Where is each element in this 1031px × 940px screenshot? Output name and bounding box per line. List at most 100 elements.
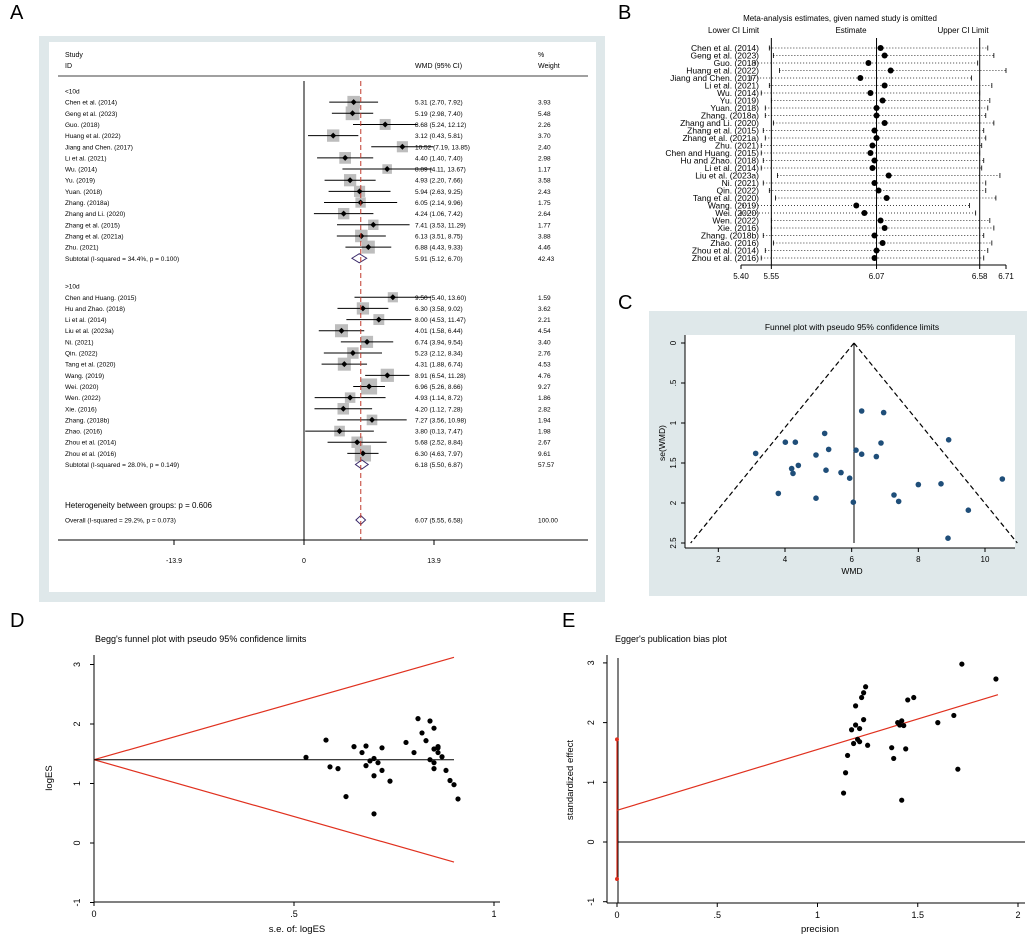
forest-point-estimate <box>342 154 349 161</box>
sensitivity-study-label: Zhang. (2018a) <box>701 111 759 121</box>
forest-ci-text: 4.24 (1.06, 7.42) <box>415 211 463 218</box>
begg-y-tick-label: -1 <box>72 898 82 906</box>
funnel-c-point <box>858 451 865 458</box>
sensitivity-point <box>881 120 888 126</box>
begg-point <box>343 793 349 800</box>
forest-weight-text: 2.21 <box>538 317 551 324</box>
forest-point-estimate <box>347 394 354 401</box>
funnel-c-point <box>813 452 819 458</box>
panel-a-plot-area <box>49 42 596 592</box>
forest-study-label: Zhao. (2016) <box>65 429 102 436</box>
forest-study-label: Yuan. (2018) <box>65 189 102 196</box>
begg-point <box>371 811 377 817</box>
sensitivity-point <box>881 52 888 59</box>
forest-study-label: Zhou et al. (2016) <box>65 451 116 458</box>
begg-point <box>435 745 441 751</box>
panel-letter-b: B <box>618 2 632 24</box>
sensitivity-study-label: Ni. (2021) <box>722 178 759 188</box>
begg-point <box>403 739 409 746</box>
forest-point-estimate <box>338 327 345 334</box>
begg-point <box>411 749 417 756</box>
forest-ci-text: 8.00 (4.53, 11.47) <box>415 317 466 324</box>
begg-x-tick-label: 1 <box>491 909 496 919</box>
forest-subtotal-diamond <box>350 253 368 264</box>
forest-study-label: Zhang. (2018a) <box>65 200 109 207</box>
forest-overall-weight: 100.00 <box>538 518 558 525</box>
egger-point <box>840 790 847 796</box>
egger-intercept-ci-low <box>615 877 619 882</box>
forest-point-estimate <box>359 305 366 312</box>
begg-point <box>367 758 373 764</box>
sensitivity-study-label: Yuan. (2018) <box>710 103 759 113</box>
begg-point <box>363 763 369 769</box>
forest-study-label: Ni. (2021) <box>65 339 94 346</box>
begg-point <box>431 760 437 766</box>
forest-ci-text: 6.30 (3.58, 9.02) <box>415 306 463 313</box>
egger-point <box>865 742 871 748</box>
forest-overall-diamond <box>355 514 367 526</box>
egger-point <box>852 703 859 709</box>
begg-point <box>423 738 429 744</box>
begg-y-tick-label: 1 <box>72 781 82 786</box>
sensitivity-point <box>877 217 884 224</box>
funnel-c-point <box>915 481 922 488</box>
forest-weight-text: 1.86 <box>538 395 551 402</box>
forest-ci-text: 9.50 (5.40, 13.60) <box>415 295 466 302</box>
forest-study-label: Li et al. (2014) <box>65 317 107 324</box>
begg-point <box>303 754 309 760</box>
forest-ci-text: 6.05 (2.14, 9.96) <box>415 200 463 207</box>
sensitivity-point <box>861 210 868 216</box>
forest-ci-text: 4.40 (1.40, 7.40) <box>415 155 463 162</box>
funnel-c-point <box>775 490 782 497</box>
forest-ci-text: 8.68 (5.24, 12.12) <box>415 122 466 129</box>
forest-ci-text: 6.88 (4.43, 9.33) <box>415 245 463 252</box>
funnel-c-point <box>965 507 972 513</box>
egger-point <box>844 752 851 759</box>
begg-point <box>335 766 341 772</box>
begg-point <box>451 782 457 788</box>
forest-weight-text: 2.76 <box>538 351 551 358</box>
forest-ci-text: 6.30 (4.63, 7.97) <box>415 451 463 458</box>
forest-weight-text: 4.53 <box>538 362 551 369</box>
forest-study-label: Zhang. (2018b) <box>65 417 109 424</box>
egger-point <box>857 725 863 732</box>
forest-study-label: Zhang et al. (2015) <box>65 222 120 229</box>
forest-ci-text: 6.74 (3.94, 9.54) <box>415 339 463 346</box>
sensitivity-study-label: Huang et al. (2022) <box>686 66 759 76</box>
forest-study-label: Hu and Zhao. (2018) <box>65 306 125 313</box>
forest-study-label: Jiang and Chen. (2017) <box>65 144 133 151</box>
forest-study-label: Yu. (2019) <box>65 178 95 185</box>
egger-point <box>848 727 855 733</box>
sensitivity-study-label: Wang. (2019) <box>708 201 759 211</box>
forest-point-estimate <box>389 294 396 301</box>
begg-lower-limit <box>93 759 455 863</box>
sensitivity-label-estimate: Estimate <box>835 26 867 35</box>
sensitivity-label-upper: Upper CI Limit <box>937 26 989 35</box>
forest-point-estimate <box>354 439 361 446</box>
forest-subtotal-label: Subtotal (I-squared = 28.0%, p = 0.149) <box>65 462 179 469</box>
forest-point-estimate <box>382 121 389 128</box>
funnel-c-point <box>945 437 952 443</box>
sensitivity-study-label: Zhang. (2018b) <box>701 231 759 241</box>
funnel-c-point <box>853 447 859 454</box>
sensitivity-point <box>879 240 886 246</box>
forest-point-estimate <box>366 383 373 390</box>
funnel-c-point <box>846 475 853 482</box>
begg-y-tick-label: 3 <box>72 662 82 667</box>
forest-ci-text: 5.23 (2.12, 8.34) <box>415 351 463 358</box>
egger-point <box>911 694 917 701</box>
forest-weight-text: 1.75 <box>538 200 551 207</box>
funnel-c-y-tick-label: 1 <box>669 420 678 425</box>
egger-intercept-ci-high <box>615 737 619 742</box>
egger-regression-line <box>616 694 999 811</box>
sensitivity-point <box>871 232 878 239</box>
forest-ci-text: 3.80 (0.13, 7.47) <box>415 429 463 436</box>
forest-subtotal-diamond <box>354 459 370 470</box>
forest-weight-text: 4.54 <box>538 328 551 335</box>
egger-x-label: precision <box>801 924 839 935</box>
forest-weight-text: 1.59 <box>538 295 551 302</box>
sensitivity-study-label: Li et al. (2021) <box>705 81 760 91</box>
sensitivity-point <box>871 127 878 134</box>
forest-ci-text: 5.31 (2.70, 7.92) <box>415 100 463 107</box>
forest-weight-text: 3.40 <box>538 339 551 346</box>
